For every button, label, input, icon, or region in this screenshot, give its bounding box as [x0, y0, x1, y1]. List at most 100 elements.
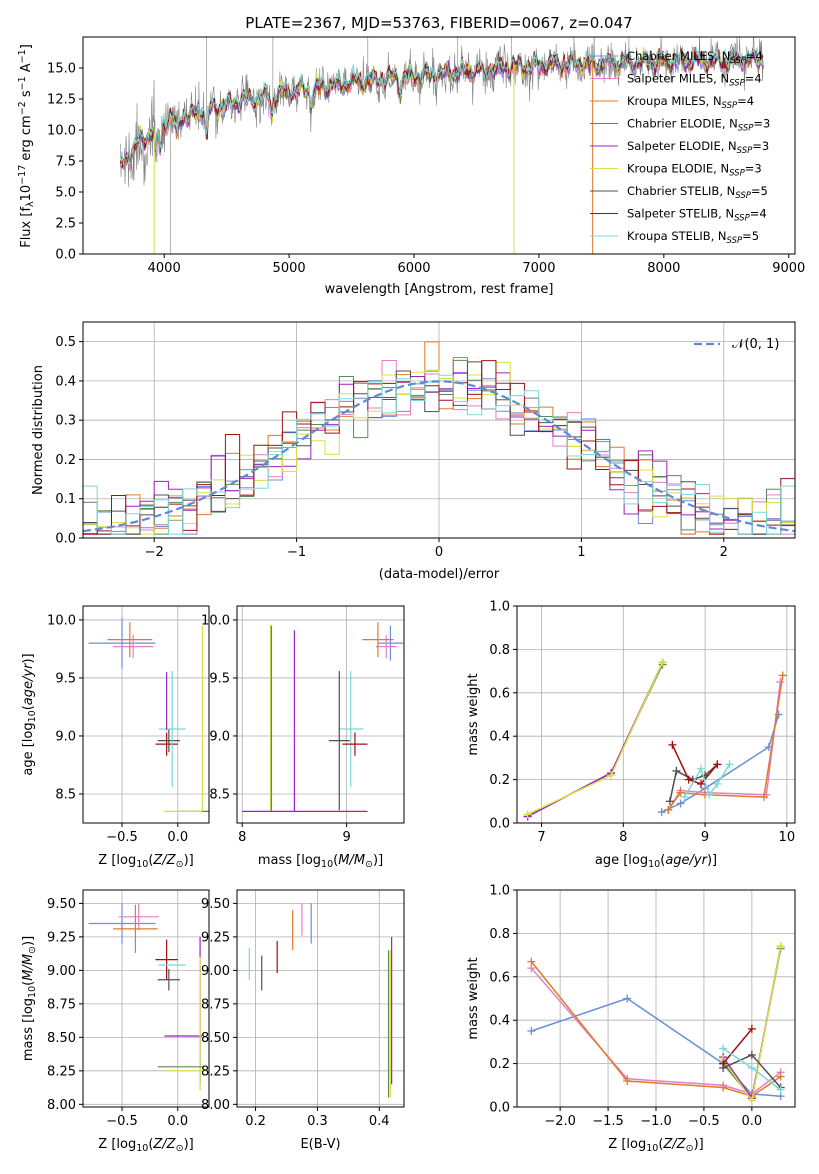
y-tick-label: 8.50 — [47, 1031, 76, 1046]
marker-salpeter_stelib — [696, 779, 705, 788]
y-tick-label: 7.5 — [55, 155, 76, 170]
label-part: age/yr — [665, 853, 708, 868]
legend-text: Kroupa STELIB, N — [627, 229, 727, 243]
y-axis-label: Normed distribution — [31, 365, 46, 495]
y-tick-label: 0.0 — [55, 248, 76, 263]
marker-chabrier_miles — [676, 799, 685, 808]
label-part: 10 — [648, 859, 660, 870]
y-tick-label: 8.00 — [201, 1098, 230, 1113]
gaussian-curve — [83, 380, 795, 533]
label-part: Z/Z — [152, 853, 176, 868]
errorbar-chabrier_stelib — [157, 969, 181, 991]
label-part: )] — [707, 853, 717, 868]
legend-sub: SSP — [735, 191, 751, 201]
y-tick-label: 10.0 — [47, 613, 76, 628]
x-tick-label: 0.0 — [742, 1114, 763, 1129]
legend-text: Kroupa ELODIE, N — [627, 162, 729, 176]
label-part: ( — [148, 853, 153, 868]
errorbar-salpeter_stelib — [155, 939, 178, 980]
x-tick-label: −1.5 — [592, 1114, 624, 1129]
marker-kroupa_miles — [676, 788, 685, 797]
y-axis-label: Flux [fλ10−17 erg cm−2 s−1 A−1] — [17, 44, 36, 248]
hist-chabrier_stelib — [83, 361, 795, 535]
x-axis-label: age [log10(age/yr)] — [595, 853, 717, 870]
y-tick-label: 0.5 — [55, 335, 76, 350]
x-tick-label: 4000 — [148, 261, 181, 276]
axes-frame — [236, 605, 405, 824]
x-tick-label: 8 — [238, 830, 246, 845]
legend-n: =5 — [751, 184, 768, 198]
legend-entry: Chabrier MILES, NSSP=4 — [627, 49, 763, 66]
x-tick-label: 5000 — [273, 261, 306, 276]
y-tick-label: 9.00 — [201, 964, 230, 979]
legend-text: Chabrier ELODIE, N — [627, 117, 738, 131]
x-tick-label: 0.2 — [245, 1114, 266, 1129]
errorbar-chabrier_stelib — [328, 670, 350, 811]
legend-entry: 𝒩(0, 1) — [732, 337, 779, 352]
label-part: ⊙ — [176, 1143, 184, 1154]
y-tick-label: 9.50 — [47, 897, 76, 912]
label-part: E(B-V) — [300, 1137, 340, 1152]
legend-entry: Chabrier ELODIE, NSSP=3 — [627, 117, 770, 134]
label-part: 10 — [27, 710, 38, 722]
label-part: Z [log — [98, 853, 136, 868]
label-part: ( — [660, 853, 665, 868]
marker-kroupa_miles — [623, 1076, 632, 1085]
plot-area — [83, 341, 795, 535]
label-part: )] — [184, 853, 194, 868]
marker-chabrier_miles — [657, 808, 666, 817]
marker-kroupa_stelib — [719, 1044, 728, 1053]
label-part: 10 — [27, 986, 38, 998]
y-tick-label: 0.0 — [55, 532, 76, 547]
y-tick-label: 0.1 — [55, 492, 76, 507]
legend-n: =4 — [745, 72, 762, 86]
series-salpeter_stelib — [671, 744, 718, 785]
errorbar-kroupa_miles — [362, 622, 394, 658]
legend-entry: Chabrier STELIB, NSSP=5 — [627, 184, 768, 201]
legend-sub: SSP — [729, 169, 745, 179]
x-tick-label: 6000 — [397, 261, 430, 276]
y-tick-label: 0.2 — [489, 773, 510, 788]
x-tick-label: −1 — [287, 545, 306, 560]
errorbar-salpeter_miles — [113, 635, 154, 659]
x-axis-label: Z [log10(Z/Z⊙)] — [98, 853, 193, 870]
label-part: 10 — [321, 859, 333, 870]
y-tick-label: 9.5 — [209, 671, 230, 686]
marker-kroupa_elodie — [607, 771, 616, 780]
legend-n: =4 — [737, 94, 754, 108]
marker-kroupa_stelib — [696, 764, 705, 773]
marker-salpeter_stelib — [684, 775, 693, 784]
y-tick-label: 0.2 — [489, 1057, 510, 1072]
y-tick-label: 0.6 — [489, 686, 510, 701]
y-axis-label: mass [log10(M/M⊙)] — [21, 936, 38, 1061]
label-part: erg cm — [19, 115, 34, 164]
marker-kroupa_stelib — [713, 779, 722, 788]
x-axis-label: E(B-V) — [300, 1137, 340, 1152]
legend-text: Chabrier STELIB, N — [627, 184, 735, 198]
x-tick-label: −1.0 — [640, 1114, 672, 1129]
y-tick-label: 9.0 — [55, 729, 76, 744]
y-tick-label: 0.4 — [489, 1014, 510, 1029]
label-part: )] — [373, 853, 383, 868]
legend-sub: SSP — [737, 146, 753, 156]
y-tick-label: 9.00 — [47, 964, 76, 979]
x-tick-label: −2.0 — [544, 1114, 576, 1129]
legend-sub: SSP — [730, 56, 746, 66]
axes-spectrum: 4000 5000 6000 7000 8000 9000 0.0 2.5 5.0 7.5 10.0… — [47, 36, 805, 276]
y-tick-label: 8.75 — [47, 997, 76, 1012]
series-salpeter_stelib — [722, 1028, 753, 1065]
label-part: mass [log — [21, 998, 36, 1061]
label-part: Z [log — [98, 1137, 136, 1152]
y-tick-label: 0.8 — [489, 927, 510, 942]
label-part: 10 — [136, 859, 148, 870]
y-axis-label: mass weight — [466, 673, 481, 755]
errorbar-chabrier_stelib — [157, 729, 181, 753]
legend-entry: Kroupa MILES, NSSP=4 — [627, 94, 754, 111]
legend-text: Kroupa MILES, N — [627, 94, 722, 108]
label-part: ⊙ — [176, 859, 184, 870]
label-part: age [log — [595, 853, 648, 868]
errorbar-kroupa_stelib — [338, 670, 364, 788]
errorbar-salpeter_miles — [118, 903, 159, 931]
label-part: M/M — [21, 954, 36, 981]
